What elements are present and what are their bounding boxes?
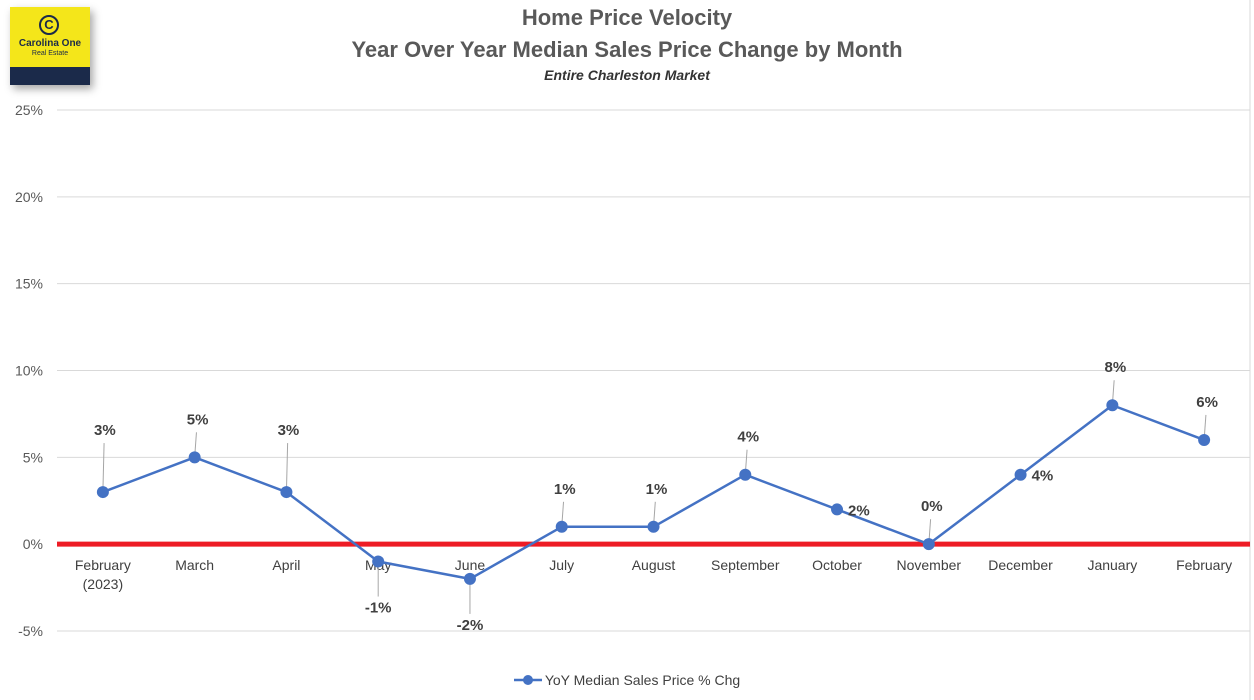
x-tick-label: January <box>1087 557 1137 573</box>
x-tick-label: June <box>455 557 486 573</box>
y-tick-label: -5% <box>18 623 43 639</box>
leader-line <box>102 443 105 493</box>
data-label: 1% <box>646 481 668 498</box>
y-tick-label: 5% <box>23 449 43 465</box>
data-point <box>739 468 752 481</box>
data-point <box>188 451 201 464</box>
x-tick-label: April <box>272 557 300 573</box>
x-tick-label: August <box>632 557 676 573</box>
y-tick-label: 10% <box>15 363 43 379</box>
x-tick-label: February (2023) <box>75 557 131 592</box>
x-tick-label: February <box>1176 557 1232 573</box>
data-point <box>372 555 385 568</box>
y-tick-label: 15% <box>15 276 43 292</box>
data-label: 3% <box>278 422 300 439</box>
logo-band <box>10 67 90 85</box>
logo-subtitle: Real Estate <box>31 50 69 57</box>
data-label: 4% <box>737 429 759 446</box>
chart-caption: Entire Charleston Market <box>544 67 710 83</box>
data-point <box>647 520 660 533</box>
x-tick-label: March <box>175 557 214 573</box>
legend-swatch <box>513 675 542 685</box>
data-label: 6% <box>1196 394 1218 411</box>
x-tick-label: September <box>711 557 780 573</box>
data-label: 5% <box>187 411 209 428</box>
legend-label: YoY Median Sales Price % Chg <box>544 672 741 688</box>
legend: YoY Median Sales Price % Chg <box>0 672 1254 689</box>
y-tick-label: 20% <box>15 189 43 205</box>
data-label: 2% <box>848 502 870 519</box>
leader-line <box>285 443 289 493</box>
y-tick-label: 0% <box>23 536 43 552</box>
data-point <box>831 503 844 516</box>
data-label: -1% <box>365 600 392 617</box>
data-label: -2% <box>457 617 484 634</box>
data-label: 8% <box>1105 359 1127 376</box>
x-tick-label: November <box>897 557 962 573</box>
data-point <box>1106 399 1119 412</box>
x-tick-label: July <box>549 557 574 573</box>
data-point <box>463 572 476 585</box>
y-tick-label: 25% <box>15 102 43 118</box>
data-point <box>1198 433 1211 446</box>
data-point <box>96 486 109 499</box>
chart-title: Home Price Velocity <box>521 5 733 30</box>
data-point <box>1014 468 1027 481</box>
data-point <box>922 538 935 551</box>
data-label: 1% <box>554 481 576 498</box>
company-logo: C Carolina One Real Estate <box>10 7 90 85</box>
data-point <box>280 486 293 499</box>
chart-subtitle: Year Over Year Median Sales Price Change… <box>351 37 903 62</box>
x-tick-label: October <box>812 557 862 573</box>
logo-name: Carolina One <box>18 38 82 49</box>
x-tick-label: December <box>988 557 1053 573</box>
data-label: 0% <box>921 498 943 515</box>
data-label: 4% <box>1032 468 1054 485</box>
logo-symbol: C <box>39 15 59 35</box>
data-label: 3% <box>94 422 116 439</box>
data-point <box>555 520 568 533</box>
